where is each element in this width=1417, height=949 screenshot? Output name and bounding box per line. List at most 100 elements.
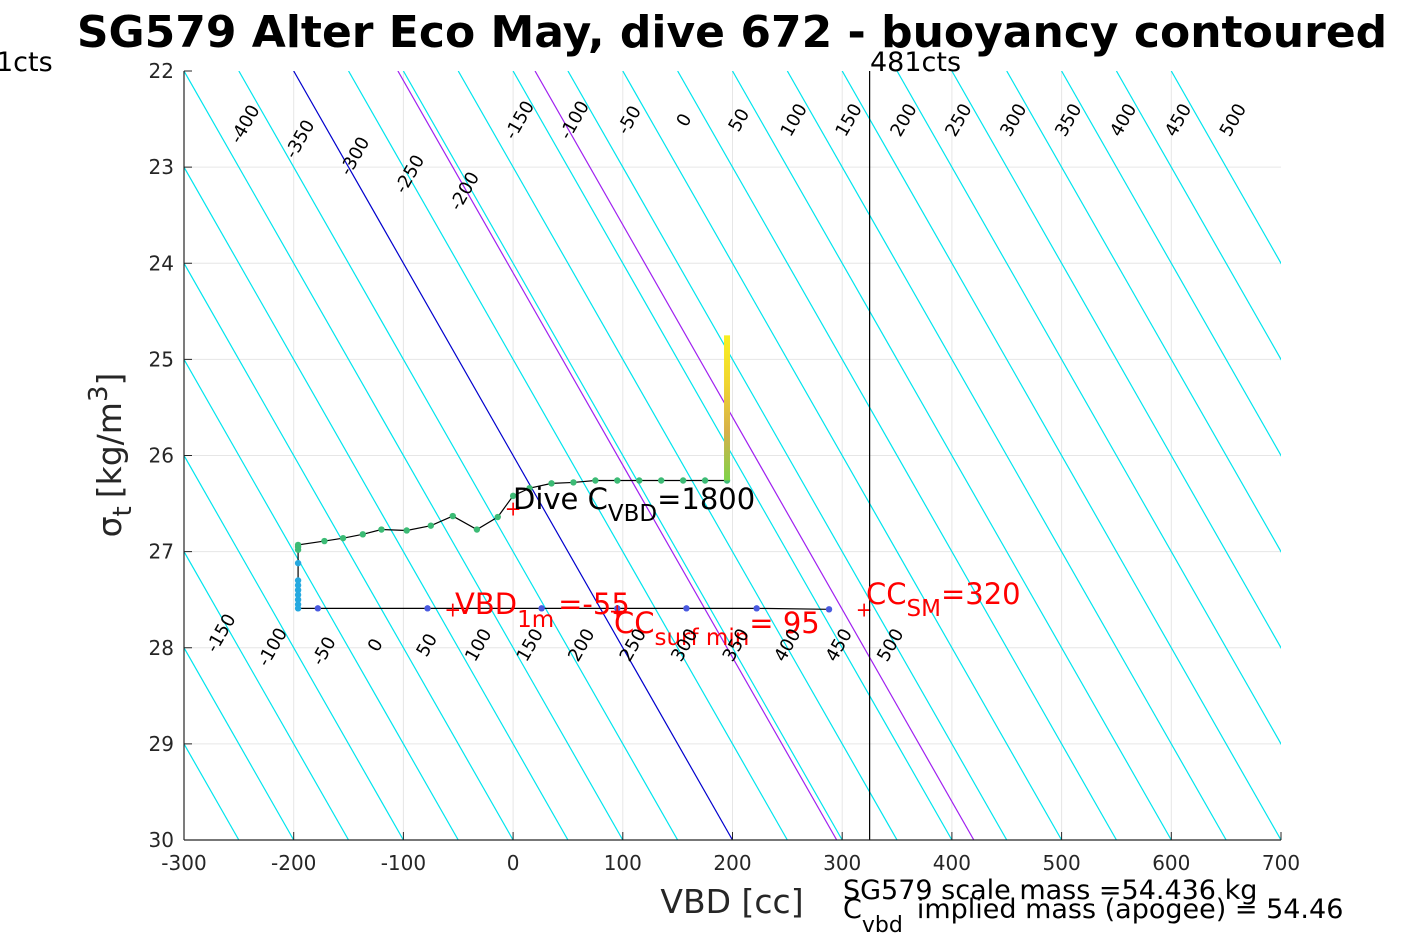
x-tick-label: 100 [604, 851, 642, 875]
contour-label-bottom: 50 [412, 630, 442, 660]
contour-line [293, 71, 734, 840]
profile-point [424, 605, 431, 612]
profile-point [321, 537, 328, 545]
chart-title: SG579 Alter Eco May, dive 672 - buoyancy… [77, 7, 1387, 58]
ascent-trace [724, 335, 731, 481]
contour-label-top: -300 [336, 133, 374, 179]
implied-mass-main: C [843, 894, 862, 925]
x-tick-label: 500 [1043, 851, 1081, 875]
y-tick-label: 22 [149, 59, 174, 83]
contour-label-top: 100 [777, 100, 812, 140]
dive-cvbd-tail: =1800 [657, 482, 755, 516]
profile-point [294, 541, 302, 549]
contour-label-bottom: -50 [308, 633, 341, 669]
profile-point [548, 480, 555, 487]
x-tick-label: 200 [713, 851, 751, 875]
x-tick-label: -200 [271, 851, 316, 875]
contour-line [622, 71, 1063, 840]
profile-point [378, 526, 385, 533]
contour-line [512, 71, 953, 840]
profile-point [494, 513, 501, 521]
contour-label-top: -250 [391, 151, 429, 197]
profile-point [314, 605, 322, 612]
profile-point [526, 484, 533, 492]
cc-sm-sub: SM [907, 596, 941, 622]
contour-line [567, 71, 1008, 840]
profile-point [294, 601, 302, 608]
contour-line [184, 165, 569, 840]
profile-point [294, 591, 302, 599]
y-tick-label: 26 [149, 444, 174, 468]
vbd-1m-annotation: VBD1m =-55 [455, 587, 630, 633]
annotation-markers: + + + + [444, 496, 872, 623]
profile-point [679, 477, 687, 484]
profile-point [403, 527, 410, 534]
profile-point [657, 477, 665, 484]
profile-point [294, 559, 302, 567]
profile-point [614, 477, 621, 484]
contour-label-bottom: 200 [564, 625, 599, 665]
y-tick-label: 30 [149, 828, 174, 852]
contour-line [1115, 71, 1281, 361]
red-plus-marker: + [609, 599, 626, 623]
profile-point [592, 477, 599, 484]
profile-point [339, 534, 347, 542]
contour-label-top: 0 [672, 110, 696, 130]
cc-sm-tail: =320 [941, 577, 1021, 611]
contour-line [457, 71, 898, 840]
profile-point [753, 605, 760, 612]
y-tick-label: 28 [149, 636, 174, 660]
contour-line [677, 71, 1117, 840]
vbd-1m-sub: 1m [517, 607, 554, 633]
buoyancy-contours [184, 71, 1281, 840]
y-tick-label: 29 [149, 732, 174, 756]
y-tick-label: 27 [149, 540, 174, 564]
y-tick-label: 25 [149, 347, 174, 371]
contour-line [786, 71, 1227, 840]
red-plus-marker: + [856, 597, 873, 621]
contour-line [348, 71, 788, 840]
contour-label-top: -100 [555, 97, 593, 143]
dive-cvbd-annotation: Dive CVBD=1800 [513, 482, 755, 527]
x-tick-label: -100 [381, 851, 426, 875]
y-axis-label: σt [kg/m3] [84, 373, 138, 538]
contour-line [402, 71, 843, 840]
contour-label-top: -50 [613, 102, 646, 138]
dive-profile [294, 335, 833, 613]
profile-point [683, 605, 690, 612]
profile-point [825, 606, 833, 613]
x-tick-label: -300 [161, 851, 206, 875]
contour-line [184, 454, 404, 840]
implied-mass-tail: implied mass (apogee) = 54.46 [917, 894, 1344, 925]
cc-surf-main: CC [614, 606, 655, 640]
x-tick-label: 0 [507, 851, 520, 875]
y-tick-label: 23 [149, 155, 174, 179]
profile-point [701, 477, 709, 484]
contour-line [896, 71, 1281, 746]
dive-cvbd-sub: VBD [608, 501, 657, 527]
y-axis-sigma: σ [90, 516, 129, 537]
profile-point [509, 492, 517, 500]
contour-line [1061, 71, 1281, 457]
contour-label-top: 250 [941, 100, 976, 140]
profile-point [427, 522, 435, 529]
contour-label-bottom: 0 [364, 635, 388, 655]
cc-sm-main: CC [866, 577, 907, 611]
right-limit-label: 481cts [870, 47, 961, 78]
cc-sm-annotation: CCSM=320 [866, 577, 1021, 622]
profile-point [538, 605, 545, 612]
profile-point [614, 605, 621, 612]
red-plus-marker: + [444, 597, 461, 621]
contour-line [184, 71, 624, 840]
y-axis-units: [kg/m [90, 402, 129, 498]
contour-label-bottom: 450 [822, 625, 857, 665]
profile-point [294, 586, 302, 594]
contour-line [951, 71, 1281, 649]
profile-point [449, 512, 456, 520]
cc-surf-annotation: CCsurf min= 95 [614, 606, 820, 651]
profile-point [294, 577, 302, 584]
profile-point [473, 526, 481, 533]
contour-line [184, 646, 295, 840]
x-tick-label: 300 [823, 851, 861, 875]
axes: -300 -200 -100 0 100 200 300 400 500 600 700222324… [149, 59, 1301, 875]
